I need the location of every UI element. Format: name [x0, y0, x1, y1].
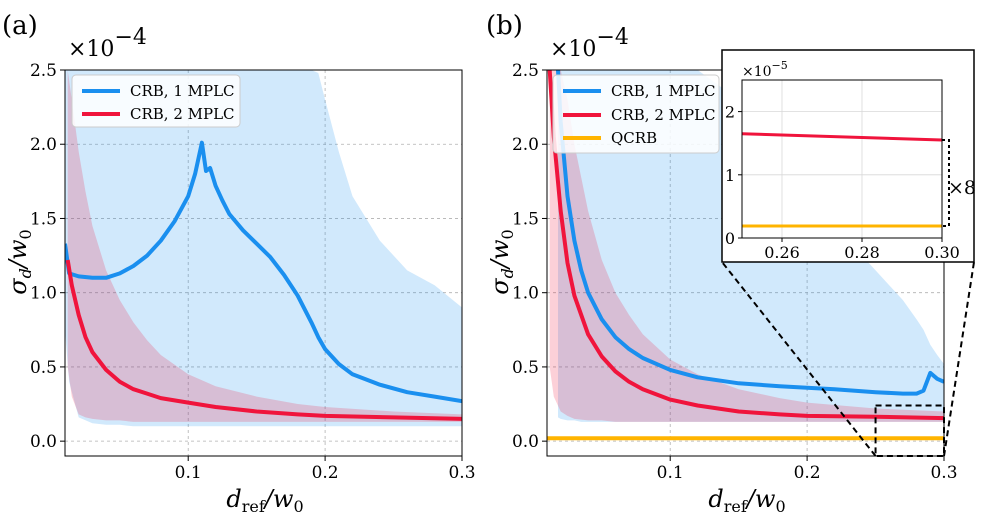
y-tick-label-2.0: 2.0	[30, 135, 57, 155]
zoom-box	[874, 404, 945, 457]
x-tick-label-0.3: 0.3	[930, 463, 957, 483]
x-tick-label-0.2: 0.2	[794, 463, 821, 483]
panel-b-legend-box	[552, 74, 720, 154]
inset-y-tick-label-1: 1	[725, 166, 735, 185]
panel-a-y-ticks: 0.0 0.5 1.0 1.5 2.0 2.5	[30, 61, 65, 452]
legend-label-qcrb: QCRB	[611, 129, 657, 147]
panel-a-plot-area	[65, 70, 462, 456]
inset-x-ticks: 0.26 0.28 0.30	[764, 238, 960, 262]
panel-a-x-ticks: 0.1 0.2 0.3	[175, 456, 476, 483]
inset-plot-area	[742, 80, 942, 238]
inset-panel: ×10−5 0 1 2 0.26 0.28 0.30 ×8	[721, 49, 976, 263]
inset-ratio-bracket	[942, 139, 950, 227]
panel-a-x-axis-label: dref/w0	[226, 485, 303, 516]
series-line-crb-2-mplc	[547, 70, 944, 421]
series-line-crb-1-mplc	[65, 140, 462, 404]
band-crb-2-mplc	[67, 70, 462, 422]
panel-a-label: (a)	[2, 11, 38, 41]
y-tick-label-0.0: 0.0	[512, 432, 539, 452]
y-tick-label-1.0: 1.0	[512, 284, 539, 304]
y-tick-label-1.5: 1.5	[512, 209, 539, 229]
y-tick-label-0.5: 0.5	[512, 358, 539, 378]
y-tick-label-0.0: 0.0	[30, 432, 57, 452]
series-line-crb-1-mplc	[556, 70, 944, 396]
y-tick-label-1.0: 1.0	[30, 284, 57, 304]
y-tick-label-0.5: 0.5	[30, 358, 57, 378]
inset-x-tick-label-0.28: 0.28	[844, 243, 880, 262]
x-tick-label-0.3: 0.3	[448, 463, 475, 483]
x-tick-label-0.2: 0.2	[312, 463, 339, 483]
panel-b-y-scale: ×10−4	[550, 25, 629, 62]
panel-b-x-ticks: 0.1 0.2 0.3	[657, 456, 958, 483]
legend-label-crb2: CRB, 2 MPLC	[611, 106, 716, 124]
band-crb-2-mplc	[549, 70, 944, 422]
inset-ratio-label: ×8	[948, 177, 976, 199]
panel-a-frame	[64, 69, 463, 457]
panel-b-lines	[547, 70, 944, 441]
panel-a: (a) ×10−4 0.0 0.5 1.0 1.5 2.0 2.5 0.1 0.2 0.3 σ…	[2, 11, 476, 516]
inset-series-line-crb-2-mplc	[741, 132, 943, 142]
panel-b-y-ticks: 0.0 0.5 1.0 1.5 2.0 2.5	[512, 61, 547, 452]
y-tick-label-2.0: 2.0	[512, 135, 539, 155]
inset-y-scale: ×10−5	[742, 59, 788, 80]
legend-label-crb1: CRB, 1 MPLC	[130, 82, 235, 100]
panel-b-x-axis-label: dref/w0	[708, 485, 785, 516]
panel-b-legend: CRB, 1 MPLC CRB, 2 MPLC QCRB	[552, 74, 720, 154]
zoom-connector-left	[721, 261, 877, 457]
y-tick-label-2.5: 2.5	[512, 61, 539, 81]
panel-a-legend: CRB, 1 MPLC CRB, 2 MPLC	[71, 74, 241, 128]
x-tick-label-0.1: 0.1	[175, 463, 202, 483]
series-line-crb-2-mplc	[65, 259, 462, 421]
zoom-connector-right	[943, 261, 975, 457]
inset-x-tick-label-0.26: 0.26	[764, 243, 800, 262]
y-tick-label-2.5: 2.5	[30, 61, 57, 81]
inset-lines	[741, 132, 943, 228]
panel-b: (b) ×10−4 0.0 0.5 1.0 1.5 2.0 2.5 0.1 0.2 0.3 σ…	[486, 11, 976, 516]
y-tick-label-1.5: 1.5	[30, 209, 57, 229]
legend-label-crb2: CRB, 2 MPLC	[130, 105, 235, 123]
inset-y-tick-label-2: 2	[725, 103, 735, 122]
inset-y-tick-label-0: 0	[725, 229, 735, 248]
ratio-bracket	[942, 139, 950, 227]
zoom-indicator	[721, 261, 975, 457]
panel-a-lines	[65, 140, 462, 421]
panel-a-y-axis-label: σd/w0	[4, 229, 35, 294]
panel-a-y-scale: ×10−4	[68, 25, 147, 62]
panel-b-y-axis-label: σd/w0	[486, 229, 517, 294]
x-tick-label-0.1: 0.1	[657, 463, 684, 483]
inset-x-tick-label-0.30: 0.30	[924, 243, 960, 262]
legend-label-crb1: CRB, 1 MPLC	[611, 82, 716, 100]
inset-y-ticks: 0 1 2	[725, 103, 742, 248]
inset-frame	[741, 79, 943, 239]
panel-b-label: (b)	[486, 11, 523, 41]
